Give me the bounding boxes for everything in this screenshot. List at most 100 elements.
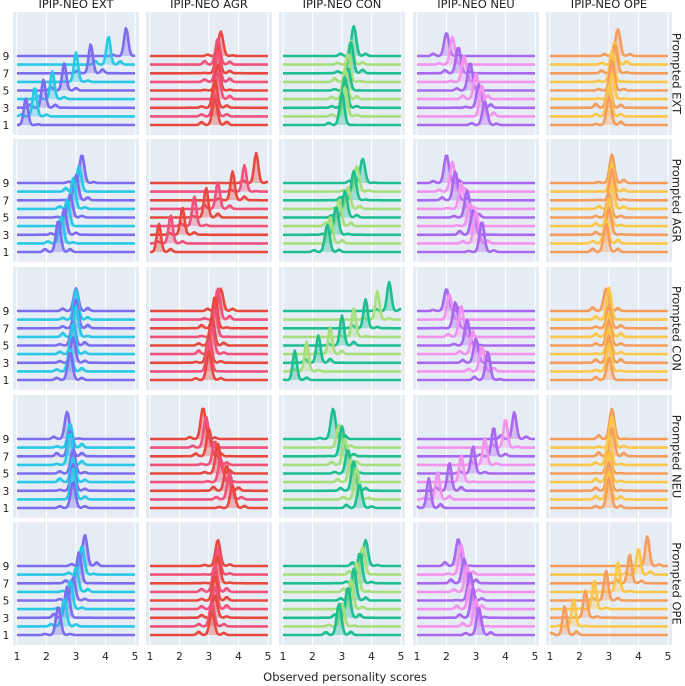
ridge-line [550, 548, 668, 576]
ridge-line [283, 165, 401, 193]
ridge-line [150, 611, 268, 637]
ridge-line [150, 46, 268, 75]
ridge-line [150, 63, 268, 92]
ridge-line [283, 424, 401, 458]
ridge-line [17, 598, 135, 628]
ridge-line [17, 174, 135, 202]
ridge-line [550, 433, 668, 467]
ridge-line [283, 157, 401, 185]
ridge-line [283, 91, 401, 127]
ridge-line [150, 464, 268, 493]
ridge-line [150, 214, 268, 245]
ridge-line [550, 197, 668, 228]
ridge-line [417, 35, 535, 66]
ridge-line [417, 85, 535, 118]
y-tick-label: 3 [3, 358, 10, 370]
x-tick-label: 2 [43, 651, 50, 663]
ridge-area [17, 567, 135, 592]
y-tick-label: 7 [3, 578, 10, 590]
ridge-line [17, 481, 135, 510]
ridge-line [17, 351, 135, 382]
row-title: Prompted CON [670, 286, 684, 371]
ridge-line [16, 87, 135, 118]
ridge-line [417, 82, 535, 110]
ridge-area [17, 305, 135, 337]
ridge-line [417, 288, 535, 313]
row-title: Prompted EXT [670, 33, 684, 115]
ridge-line [417, 557, 535, 585]
ridge-line [150, 440, 268, 467]
column-title: IPIP-NEO CON [303, 0, 382, 11]
x-tick-label: 5 [132, 651, 139, 663]
column-title: IPIP-NEO EXT [38, 0, 114, 11]
ridge-line [17, 298, 135, 330]
ridge-line [417, 337, 535, 365]
ridge-line [150, 206, 268, 237]
ridge-area [17, 98, 135, 125]
ridge-line [550, 222, 668, 254]
ridge-line [150, 427, 268, 458]
ridge-line [150, 547, 268, 576]
ridge-area [417, 599, 535, 627]
ridge-line [550, 192, 668, 219]
ridge-line [17, 165, 135, 193]
ridge-line [550, 82, 668, 110]
ridge-line [283, 538, 401, 568]
column-title: IPIP-NEO NEU [437, 0, 514, 11]
row-title: Prompted NEU [670, 415, 684, 499]
ridge-area [17, 52, 135, 82]
x-tick-label: 5 [665, 651, 672, 663]
x-tick-label: 4 [502, 651, 509, 663]
ridge-line [550, 461, 668, 493]
ridge-line [417, 587, 535, 620]
ridge-line [416, 477, 535, 510]
x-tick-label: 1 [547, 651, 554, 663]
ridge-line [417, 461, 535, 493]
ridge-line [283, 423, 401, 449]
ridge-line [550, 471, 668, 501]
ridge-line [550, 449, 668, 475]
ridge-area [550, 462, 668, 491]
ridge-line [550, 95, 668, 127]
x-tick-label: 3 [606, 651, 613, 663]
ridge-line [283, 449, 401, 475]
ridge-line [150, 30, 268, 58]
x-tick-label: 4 [368, 651, 375, 663]
ridge-line [550, 312, 668, 339]
ridge-line [150, 350, 268, 382]
ridge-line [550, 286, 668, 321]
ridge-area [550, 606, 668, 635]
ridge-line [417, 606, 535, 637]
ridge-line [283, 307, 401, 339]
y-tick-label: 7 [3, 323, 10, 335]
ridge-area [550, 335, 668, 363]
ridge-line [550, 28, 668, 58]
ridge-line [283, 25, 401, 58]
ridge-line [417, 471, 535, 501]
ridge-line [283, 326, 401, 356]
y-tick-label: 1 [3, 630, 10, 642]
ridge-line [283, 602, 401, 628]
ridge-line [417, 170, 535, 202]
x-tick-label: 2 [576, 651, 583, 663]
ridge-line [550, 569, 668, 602]
ridge-line [17, 585, 135, 620]
ridge-line [17, 606, 135, 637]
ridge-line [283, 484, 401, 510]
x-tick-label: 1 [280, 651, 287, 663]
x-tick-label: 1 [414, 651, 421, 663]
ridge-line [283, 340, 401, 373]
ridge-area [550, 96, 668, 125]
ridge-line [17, 579, 135, 611]
ridge-area [550, 320, 668, 346]
y-tick-label: 9 [3, 434, 10, 446]
ridge-line [283, 602, 401, 637]
ridge-line [150, 70, 268, 101]
ridge-line [150, 602, 268, 628]
ridge-area [150, 224, 268, 252]
ridge-area [550, 357, 668, 380]
ridge-line [283, 298, 401, 330]
ridge-line [282, 349, 401, 382]
ridge-line [150, 457, 268, 484]
ridge-line [150, 471, 268, 501]
